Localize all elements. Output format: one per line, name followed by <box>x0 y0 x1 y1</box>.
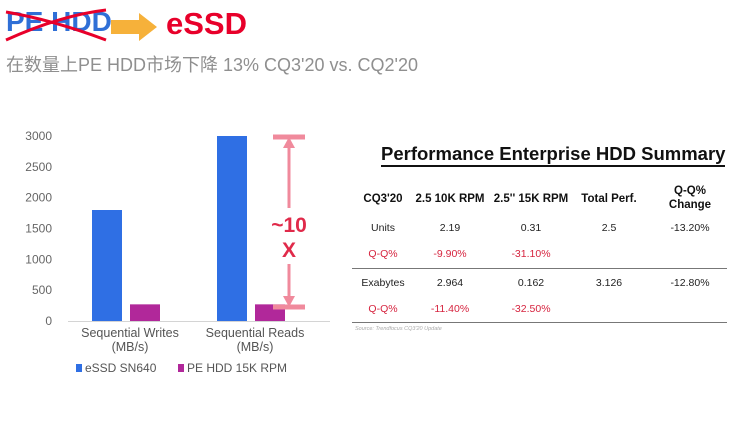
gap-multiplier-x: X <box>282 239 296 262</box>
bar-essd <box>217 136 247 321</box>
gap-annotation: ~10 X <box>265 134 313 310</box>
table-cell: 0.31 <box>520 222 542 234</box>
legend-label: PE HDD 15K RPM <box>187 361 287 375</box>
table-cell: 2.19 <box>439 222 461 234</box>
y-tick-label: 1000 <box>25 252 52 266</box>
table-source-note: Source: Trendfocus CQ3'20 Update <box>355 326 442 332</box>
y-tick-label: 2500 <box>25 160 52 174</box>
table-cell: 0.162 <box>517 277 545 289</box>
table-row-label: Exabytes <box>361 277 405 289</box>
table-row-label: Q-Q% <box>368 248 398 260</box>
new-tech-label: eSSD <box>166 6 247 41</box>
table-cell: -9.90% <box>433 248 467 260</box>
table-header-10k: 2.5 10K RPM <box>415 193 485 205</box>
table-cell: -11.40% <box>430 303 470 315</box>
table-cell: -31.10% <box>511 248 551 260</box>
table-header-total: Total Perf. <box>581 193 637 205</box>
bar-essd <box>92 210 122 321</box>
table-header-period: CQ3'20 <box>363 193 403 205</box>
strikethrough-mark <box>5 8 107 42</box>
x-tick-label: Sequential Reads <box>206 326 305 340</box>
bar-chart: 0 500 1000 1500 2000 2500 3000 ~10 X Sequentia… <box>25 129 330 375</box>
y-tick-label: 500 <box>32 283 52 297</box>
y-tick-label: 3000 <box>25 129 52 143</box>
y-tick-label: 1500 <box>25 222 52 236</box>
legend-swatch <box>178 364 184 372</box>
table-cell: -12.80% <box>670 277 710 289</box>
right-arrow-icon <box>111 13 157 41</box>
table-divider <box>352 268 727 269</box>
x-tick-label: (MB/s) <box>112 340 149 354</box>
table-cell: 3.126 <box>595 277 623 289</box>
x-tick-label: Sequential Writes <box>81 326 179 340</box>
legend-label: eSSD SN640 <box>85 361 157 375</box>
table-header-15k: 2.5'' 15K RPM <box>493 193 569 205</box>
bar-pe-hdd <box>130 304 160 321</box>
table-row-label: Q-Q% <box>368 303 398 315</box>
table-cell: -32.50% <box>511 303 551 315</box>
table-cell: -13.20% <box>670 222 710 234</box>
legend-swatch <box>76 364 82 372</box>
table-title: Performance Enterprise HDD Summary <box>381 144 726 167</box>
table-cell: 2.5 <box>601 222 617 234</box>
y-tick-label: 0 <box>45 314 52 328</box>
page-subtitle: 在数量上PE HDD市场下降 13% CQ3'20 vs. CQ2'20 <box>6 55 418 75</box>
table-bottom-rule <box>352 322 727 323</box>
table-cell: 2.964 <box>436 277 464 289</box>
y-tick-label: 2000 <box>25 191 52 205</box>
table-row-label: Units <box>371 222 395 234</box>
gap-multiplier-label: ~10 <box>271 214 307 237</box>
x-tick-label: (MB/s) <box>237 340 274 354</box>
table-header-change: Q-Q% Change <box>668 185 712 211</box>
